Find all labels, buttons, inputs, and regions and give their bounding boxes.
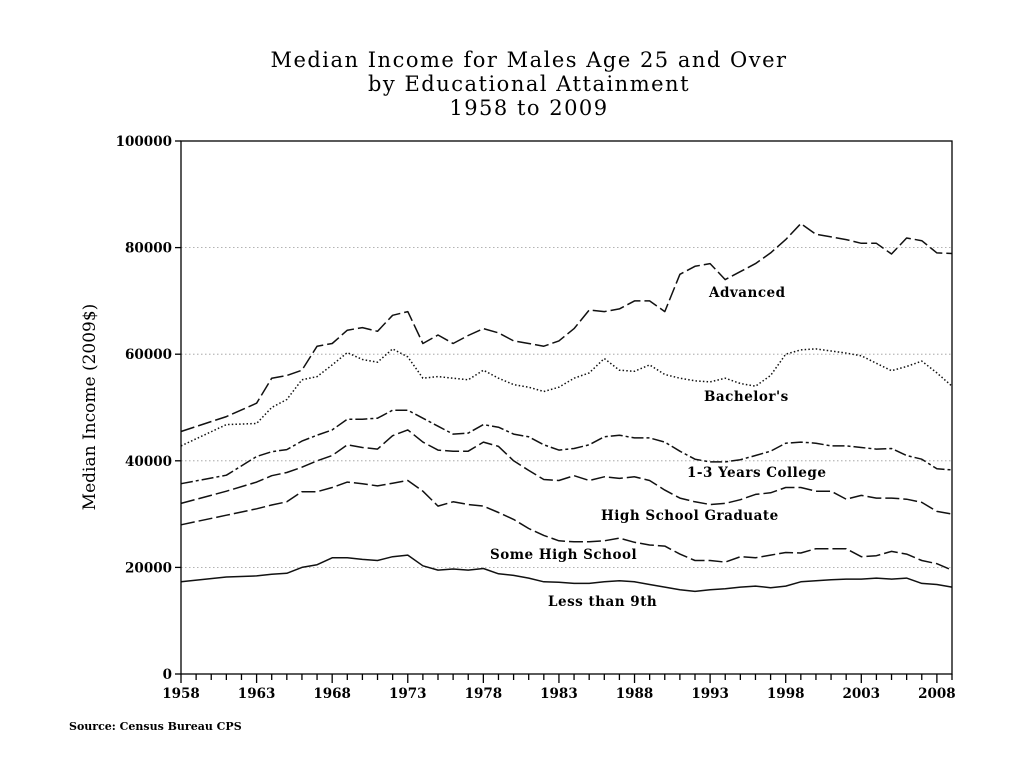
x-tick-label-2008: 2008 (918, 686, 956, 702)
x-tick-label-1963: 1963 (238, 686, 276, 702)
x-tick-label-1958: 1958 (162, 686, 200, 702)
chart-title-line-3: 1958 to 2009 (449, 96, 608, 120)
label-1-3-years-college: 1-3 Years College (687, 465, 826, 481)
series-line-4 (180, 479, 953, 571)
series-line-2 (180, 409, 953, 485)
y-tick-label-60000: 60000 (125, 347, 172, 363)
chart-title-line-2: by Educational Attainment (368, 72, 690, 96)
y-tick-label-80000: 80000 (125, 241, 172, 257)
series-line-3 (180, 429, 953, 515)
label-bachelors: Bachelor's (704, 389, 789, 405)
y-tick-label-20000: 20000 (125, 560, 172, 576)
label-high-school-graduate: High School Graduate (601, 508, 779, 524)
chart-title-line-1: Median Income for Males Age 25 and Over (270, 48, 787, 72)
series-line-5 (180, 554, 953, 593)
x-tick-label-2003: 2003 (843, 686, 881, 702)
y-tick-label-100000: 100000 (116, 134, 172, 150)
label-less-than-9th: Less than 9th (548, 594, 657, 610)
axis-ticks: 0 20000 40000 60000 80000 100000 1958 1963 1968 1… (116, 134, 956, 702)
x-tick-label-1983: 1983 (540, 686, 578, 702)
series-line-1 (180, 348, 953, 447)
x-tick-label-1993: 1993 (691, 686, 729, 702)
source-note: Source: Census Bureau CPS (69, 720, 242, 733)
label-advanced: Advanced (708, 285, 786, 301)
x-tick-label-1988: 1988 (616, 686, 654, 702)
x-tick-label-1968: 1968 (313, 686, 351, 702)
plot-frame (180, 140, 953, 675)
y-tick-label-40000: 40000 (125, 454, 172, 470)
series-line-0 (180, 222, 953, 433)
grid-lines (181, 247, 952, 568)
label-some-high-school: Some High School (490, 547, 637, 563)
y-axis-label: Median Income (2009$) (80, 304, 100, 511)
series-lines (180, 222, 953, 593)
x-tick-label-1973: 1973 (389, 686, 427, 702)
x-tick-label-1978: 1978 (465, 686, 503, 702)
x-tick-label-1998: 1998 (767, 686, 805, 702)
y-tick-label-0: 0 (163, 667, 172, 683)
